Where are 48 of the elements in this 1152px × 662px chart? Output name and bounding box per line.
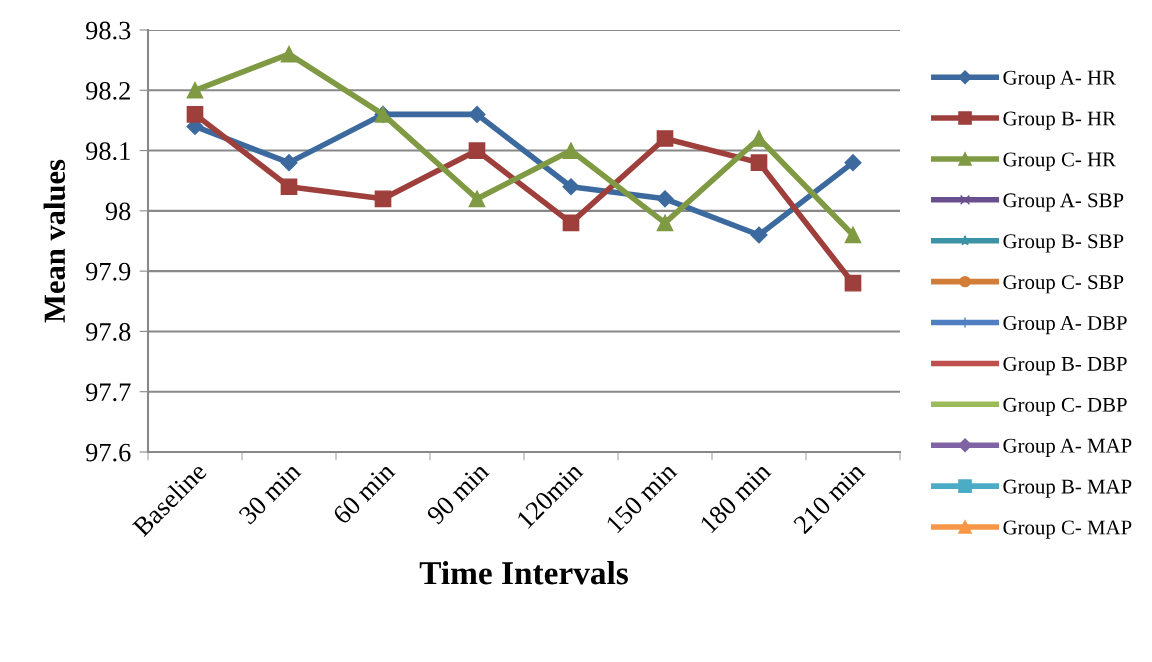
x-tick-label: 30 min [238,461,302,525]
legend-label: Group B- SBP [1003,234,1124,253]
point [280,178,298,196]
legend-label: Group A- DBP [1003,316,1127,335]
point [468,142,486,159]
y-tick-label: 98.3 [86,21,131,40]
point [750,154,768,171]
y-tick-label: 98 [105,202,131,221]
legend-label: Group C- HR [1003,152,1116,171]
point [374,190,392,208]
point [280,154,298,172]
point [186,81,204,99]
y-tick-label: 97.6 [86,443,131,462]
point [656,214,674,232]
x-tick-label: 210 min [792,461,866,535]
x-tick-label: 180 min [699,461,772,534]
point [186,106,204,123]
y-tick-label: 97.9 [86,262,131,281]
x-tick-label: 90 min [425,461,490,526]
x-tick-label: 60 min [331,461,396,526]
point [844,226,862,244]
point [750,226,768,244]
point [280,45,298,63]
point [468,105,486,123]
point [562,178,580,196]
x-tick-label: 150 min [605,461,678,534]
legend-label: Group A- SBP [1003,193,1124,212]
point [844,274,862,292]
legend-label: Group B- DBP [1003,356,1127,376]
y-tick-label: 97.8 [86,323,131,341]
legend-label: Group B- HR [1003,111,1116,130]
point [656,130,674,147]
legend-label: Group A- HR [1003,70,1116,89]
point [468,190,486,208]
legend-label: Group B- MAP [1003,479,1132,498]
y-tick-label: 98.1 [86,142,130,161]
y-tick-label: 98.2 [86,81,130,100]
legend-label: Group C- MAP [1003,520,1132,539]
y-axis-title: Mean values [43,159,66,323]
legend-label: Group C- DBP [1003,397,1127,417]
y-tick-label: 97.7 [86,383,131,402]
x-axis-title: Time Intervals [419,560,628,585]
legend-label: Group A- MAP [1003,438,1132,457]
legend-label: Group C- SBP [1003,275,1124,294]
point [656,190,674,208]
point [844,154,862,172]
point [562,142,580,159]
point [562,214,580,232]
